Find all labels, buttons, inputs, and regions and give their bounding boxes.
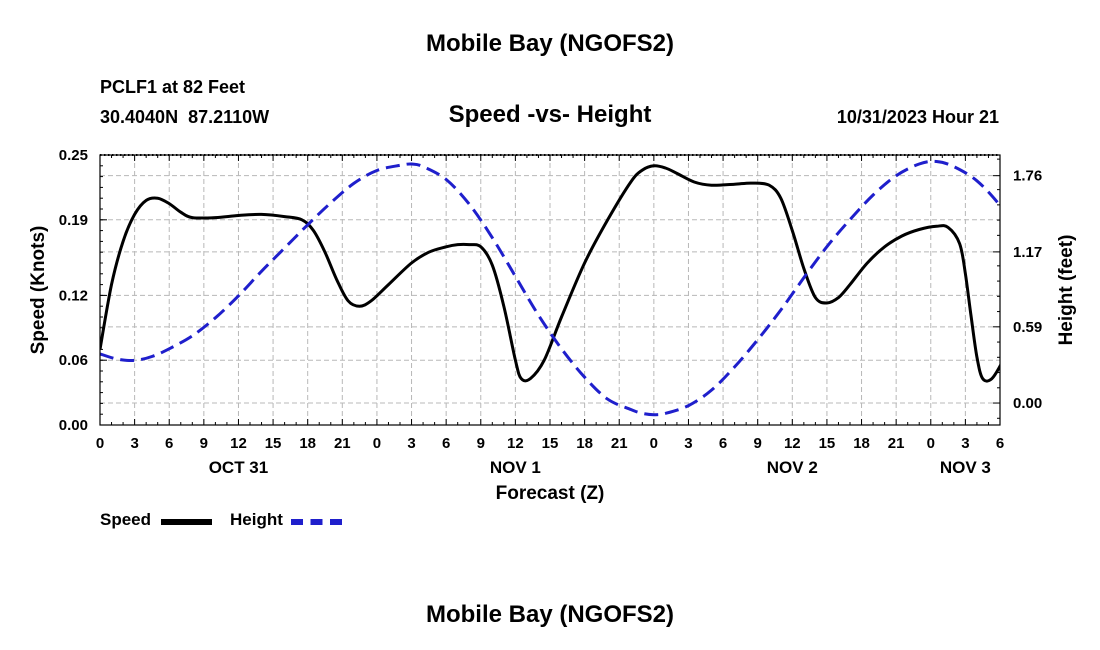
series-lines <box>100 159 1000 417</box>
legend-height-swatch <box>291 519 342 525</box>
bottom-title: Mobile Bay (NGOFS2) <box>425 601 675 628</box>
y2-tick-label: 0.59 <box>1013 319 1042 336</box>
x-tick-label: 3 <box>130 435 138 452</box>
x-tick-label: 21 <box>888 435 905 452</box>
axis-labels: 0 3 6 9 12 15 18 21 0 3 6 9 12 15 18 21 0 3 6 9 12 15 18 21 0 3 6 O… <box>28 147 1077 477</box>
y-tick-label: 0.06 <box>59 352 88 369</box>
x-date-label: OCT 31 <box>209 458 269 477</box>
x-tick-label: 3 <box>961 435 969 452</box>
y-tick-label: 0.00 <box>59 417 88 434</box>
x-tick-label: 21 <box>611 435 628 452</box>
x-tick-label: 0 <box>927 435 935 452</box>
x-axis-title: Forecast (Z) <box>495 483 605 504</box>
top-title: Mobile Bay (NGOFS2) <box>425 30 675 57</box>
legend-height-label: Height <box>230 510 283 529</box>
x-tick-label: 9 <box>754 435 762 452</box>
x-date-label: NOV 2 <box>767 458 818 477</box>
x-tick-label: 3 <box>684 435 692 452</box>
x-tick-label: 0 <box>96 435 104 452</box>
x-tick-label: 3 <box>407 435 415 452</box>
x-tick-label: 6 <box>442 435 450 452</box>
speed-height-chart: 0 3 6 9 12 15 18 21 0 3 6 9 12 15 18 21 0 3 6 9 12 15 18 21 0 3 6 O… <box>28 147 1077 477</box>
station-coordinates: 30.4040N 87.2110W <box>100 107 270 127</box>
x-tick-label: 18 <box>853 435 870 452</box>
station-label: PCLF1 at 82 Feet <box>100 77 246 97</box>
x-tick-label: 18 <box>299 435 316 452</box>
y-tick-label: 0.25 <box>59 147 88 164</box>
height-series-line <box>100 159 1000 417</box>
y2-tick-label: 1.76 <box>1013 168 1042 185</box>
x-tick-label: 12 <box>507 435 524 452</box>
y-axis-title: Speed (Knots) <box>28 226 49 355</box>
x-tick-label: 0 <box>373 435 381 452</box>
x-tick-label: 6 <box>165 435 173 452</box>
speed-series-line <box>100 164 1000 383</box>
y2-tick-label: 0.00 <box>1013 395 1042 412</box>
grid-lines <box>100 155 1000 425</box>
forecast-timestamp: 10/31/2023 Hour 21 <box>836 107 999 127</box>
x-tick-label: 6 <box>719 435 727 452</box>
y-tick-label: 0.19 <box>59 212 88 229</box>
y-tick-label: 0.12 <box>59 287 88 304</box>
legend-speed-label: Speed <box>100 510 152 529</box>
x-tick-label: 12 <box>784 435 801 452</box>
y2-tick-label: 1.17 <box>1013 244 1042 261</box>
x-tick-label: 15 <box>265 435 282 452</box>
x-tick-label: 15 <box>819 435 836 452</box>
legend-speed-swatch <box>161 519 212 525</box>
chart-title: Speed -vs- Height <box>448 101 652 128</box>
x-tick-label: 6 <box>996 435 1004 452</box>
x-tick-label: 18 <box>576 435 593 452</box>
axis-ticks <box>99 154 1001 426</box>
x-tick-label: 12 <box>230 435 247 452</box>
x-date-label: NOV 3 <box>940 458 991 477</box>
x-tick-label: 9 <box>200 435 208 452</box>
y2-axis-title: Height (feet) <box>1056 235 1077 346</box>
x-tick-label: 9 <box>477 435 485 452</box>
x-tick-label: 15 <box>542 435 559 452</box>
x-tick-label: 0 <box>650 435 658 452</box>
x-tick-label: 21 <box>334 435 351 452</box>
x-date-label: NOV 1 <box>490 458 541 477</box>
